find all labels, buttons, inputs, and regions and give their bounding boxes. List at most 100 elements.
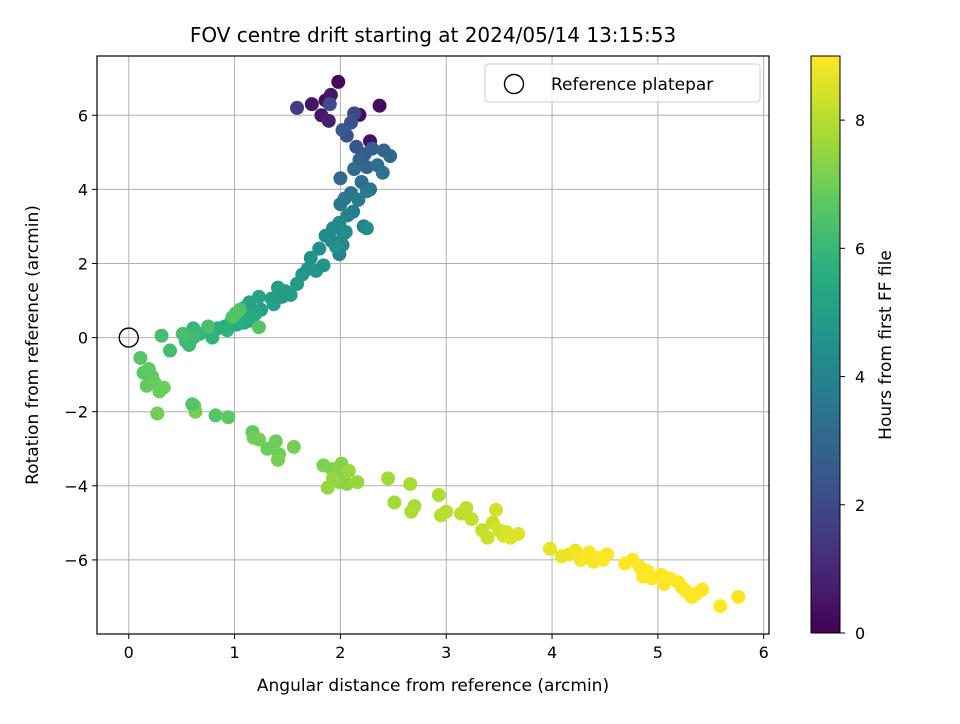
colorbar-tick-label: 2 [855,496,865,515]
data-point [175,326,190,341]
y-tick-label: 0 [78,329,88,348]
data-point [359,184,374,199]
data-point [270,280,285,295]
colorbar-label: Hours from first FF file [876,250,896,440]
reference-platepar-marker [118,327,139,348]
data-point [221,410,236,425]
legend: Reference platepar [484,63,761,103]
reference-marker [118,327,139,348]
data-points [133,74,746,614]
data-point [713,599,728,614]
x-tick-label: 6 [759,643,769,662]
data-point [480,530,495,545]
colorbar-tick-label: 8 [855,111,865,130]
data-point [266,297,281,312]
y-axis-ticks: −6 −4 −2 0 2 4 6 [64,106,97,570]
data-point [329,239,344,254]
y-axis-label: Rotation from reference (arcmin) [23,205,43,485]
data-point [387,495,402,510]
data-point [511,526,526,541]
y-tick-label: −2 [64,403,88,422]
data-point [488,502,503,517]
data-point [304,97,319,112]
data-point [350,475,365,490]
x-tick-label: 1 [229,643,239,662]
colorbar-tick-label: 6 [855,239,865,258]
data-point [312,241,327,256]
data-point [695,582,710,597]
y-tick-label: 6 [78,106,88,125]
data-point [372,98,387,113]
data-point [321,113,336,128]
data-point [333,171,348,186]
colorbar-gradient [810,55,841,634]
data-point [156,380,171,395]
data-point [339,476,354,491]
data-point [403,476,418,491]
data-point [542,541,557,556]
data-point [333,197,348,212]
colorbar: 0 2 4 6 8 Hours from first FF file [810,55,896,643]
y-tick-label: −4 [64,477,88,496]
data-point [341,463,356,478]
data-point [325,471,340,486]
data-point [347,162,362,177]
grid [97,56,769,634]
data-point [283,287,298,302]
x-tick-label: 2 [335,643,345,662]
x-tick-label: 3 [441,643,451,662]
plot-frame [96,55,770,635]
data-point [270,452,285,467]
x-axis-label: Angular distance from reference (arcmin) [257,676,609,696]
data-point [268,434,283,449]
data-point [290,100,305,115]
data-point [201,319,216,334]
data-point [351,192,366,207]
data-point [251,320,266,335]
data-point [331,74,346,89]
legend-marker-icon [503,73,525,95]
data-point [228,306,243,321]
legend-box [484,63,761,103]
y-tick-label: 4 [78,180,88,199]
y-tick-label: 2 [78,254,88,273]
data-point [375,165,390,180]
colorbar-tick-label: 0 [855,624,865,643]
data-point [383,149,398,164]
data-point [220,323,235,338]
data-point [303,250,318,265]
data-point [185,397,200,412]
colorbar-ticks: 0 2 4 6 8 [840,111,865,643]
data-point [359,221,374,236]
y-tick-label: −6 [64,551,88,570]
data-point [431,488,446,503]
data-point [439,504,454,519]
colorbar-tick-label: 4 [855,368,865,387]
data-point [163,343,178,358]
data-point [464,512,479,527]
data-point [365,141,380,156]
data-point [381,471,396,486]
data-point [359,160,374,175]
data-point [186,330,201,345]
legend-entry-label: Reference platepar [551,75,713,95]
data-point [459,501,474,516]
data-point [251,432,266,447]
data-point [731,589,746,604]
data-point [338,224,353,239]
data-point [404,504,419,519]
data-point [600,547,615,562]
data-point [322,97,337,112]
x-tick-label: 5 [653,643,663,662]
x-tick-label: 0 [124,643,134,662]
data-point [154,328,169,343]
data-point [150,406,165,421]
x-tick-label: 4 [547,643,557,662]
data-point [208,408,223,423]
data-point [286,439,301,454]
data-point [133,350,148,365]
data-point [316,258,331,273]
chart-title: FOV centre drift starting at 2024/05/14 … [190,23,676,47]
x-axis-ticks: 0 1 2 3 4 5 6 [124,634,769,662]
